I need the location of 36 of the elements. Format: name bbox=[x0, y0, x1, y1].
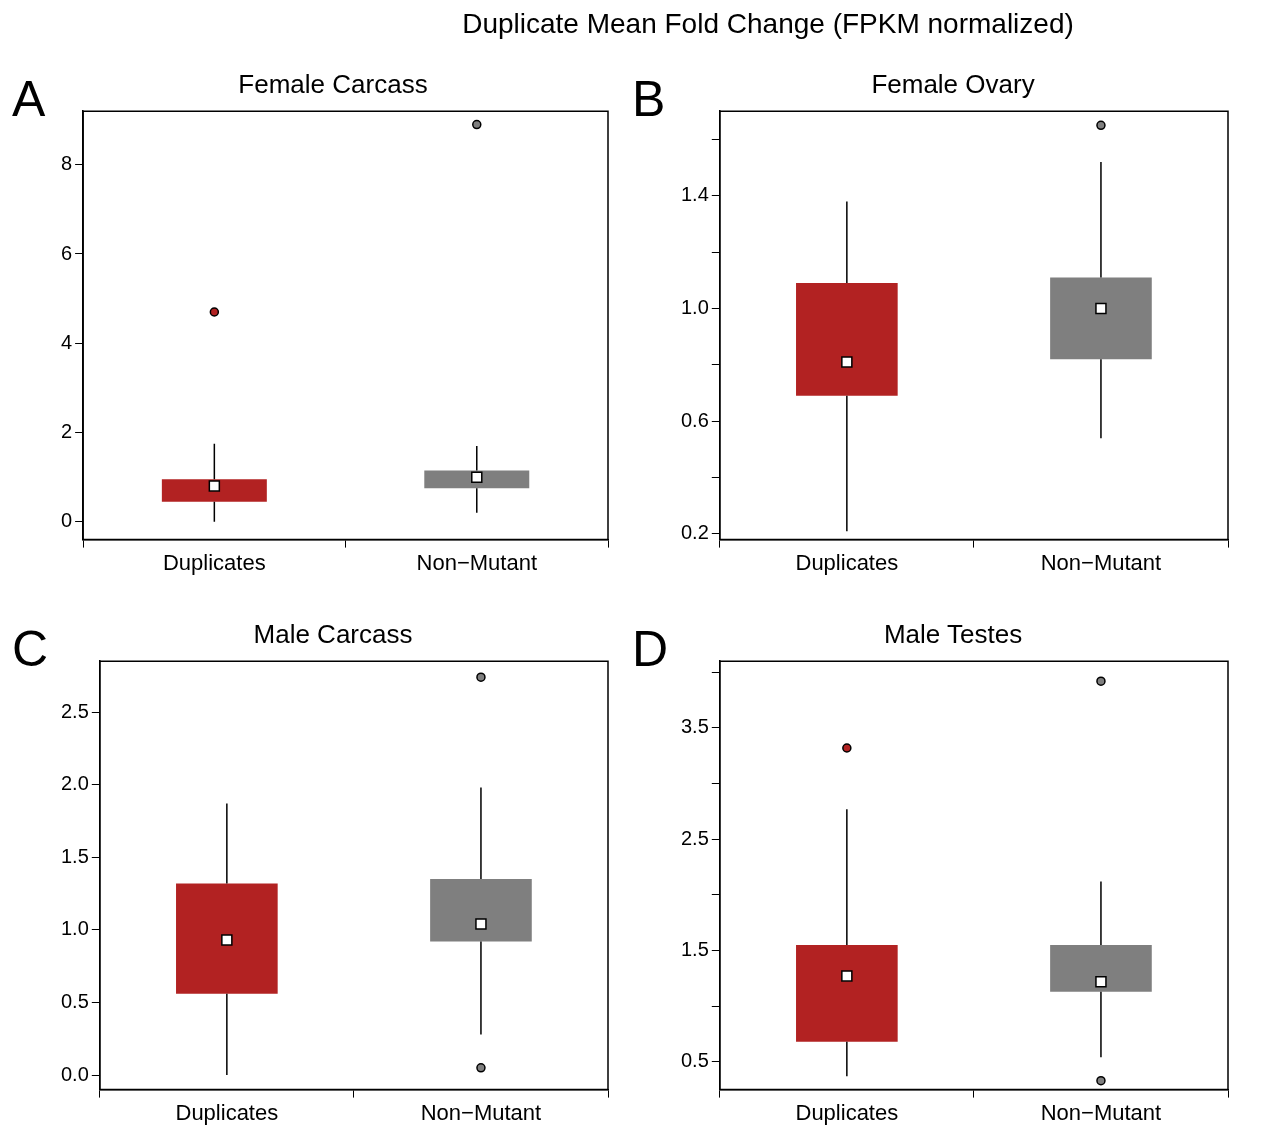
y-tick-label: 1.0 bbox=[680, 296, 709, 319]
y-tick-label: 4 bbox=[61, 330, 73, 353]
y-tick-label: 2.5 bbox=[60, 699, 89, 722]
chart-title: Male Carcass bbox=[253, 618, 413, 649]
x-tick-label: Duplicates bbox=[795, 1099, 899, 1125]
text: Duplicate Mean Fold Change (FPKM normalized) bbox=[461, 8, 1075, 40]
x-tick-label: Non−Mutant bbox=[1040, 549, 1162, 575]
x-tick-label: Non−Mutant bbox=[420, 1099, 542, 1125]
y-tick-label: 2.0 bbox=[60, 772, 89, 795]
x-tick-label: Non−Mutant bbox=[1040, 1099, 1162, 1125]
text: D bbox=[632, 620, 669, 678]
y-tick-label: 0.0 bbox=[60, 1062, 89, 1085]
text: B bbox=[632, 70, 666, 128]
y-tick-label: 6 bbox=[61, 241, 73, 264]
y-tick-label: 1.5 bbox=[60, 844, 89, 867]
y-tick-label: 8 bbox=[61, 152, 73, 175]
x-tick-label: Non−Mutant bbox=[416, 549, 538, 575]
y-tick-label: 0.2 bbox=[680, 521, 709, 544]
x-tick-label: Duplicates bbox=[162, 549, 266, 575]
y-tick-label: 0.5 bbox=[60, 989, 89, 1012]
y-tick-label: 0.6 bbox=[680, 408, 709, 431]
y-tick-label: 1.4 bbox=[680, 183, 709, 206]
x-tick-label: Duplicates bbox=[795, 549, 899, 575]
chart-title: Male Testes bbox=[883, 618, 1023, 649]
x-tick-label: Duplicates bbox=[175, 1099, 279, 1125]
y-tick-label: 0 bbox=[61, 509, 73, 532]
text: C bbox=[12, 620, 49, 678]
text: A bbox=[12, 70, 46, 128]
y-tick-label: 1.0 bbox=[60, 917, 89, 940]
y-tick-label: 0.5 bbox=[680, 1049, 709, 1072]
y-tick-label: 2.5 bbox=[680, 826, 709, 849]
y-tick-label: 2 bbox=[61, 420, 73, 443]
y-tick-label: 3.5 bbox=[680, 715, 709, 738]
chart-title: Female Carcass bbox=[238, 68, 428, 99]
y-tick-label: 1.5 bbox=[680, 938, 709, 961]
chart-title: Female Ovary bbox=[871, 68, 1035, 99]
